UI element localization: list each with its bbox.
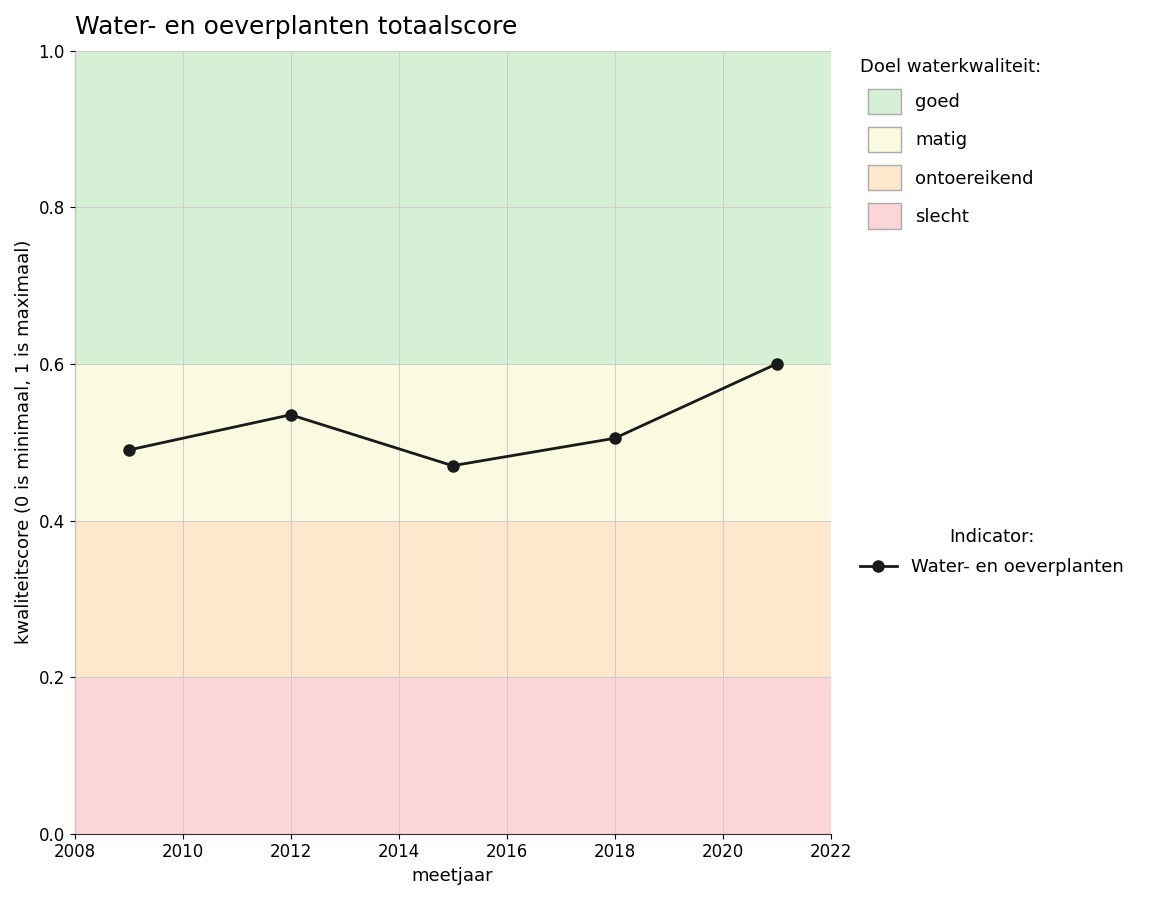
Legend: Water- en oeverplanten: Water- en oeverplanten — [853, 520, 1130, 583]
Bar — [75, 520, 830, 677]
Bar — [75, 364, 830, 520]
Bar — [75, 677, 830, 833]
Bar — [75, 50, 830, 364]
X-axis label: meetjaar: meetjaar — [412, 867, 493, 885]
Y-axis label: kwaliteitscore (0 is minimaal, 1 is maximaal): kwaliteitscore (0 is minimaal, 1 is maxi… — [15, 240, 33, 644]
Text: Water- en oeverplanten totaalscore: Water- en oeverplanten totaalscore — [75, 15, 518, 39]
